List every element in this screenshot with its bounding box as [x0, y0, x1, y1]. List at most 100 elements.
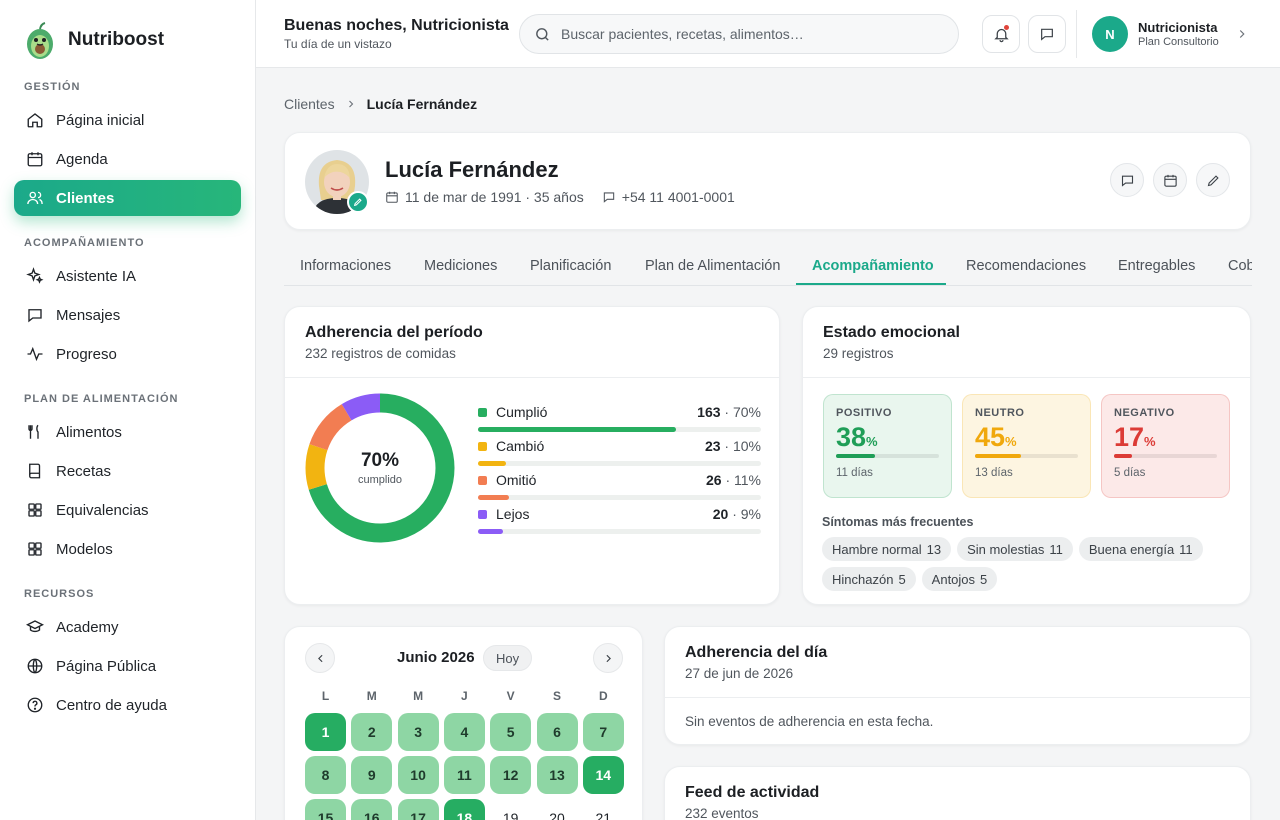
sidebar-item-agenda[interactable]: Agenda — [14, 141, 241, 177]
tab-acompanamiento[interactable]: Acompañamiento — [812, 258, 934, 274]
calendar-day[interactable]: 12 — [490, 756, 532, 794]
calendar-day[interactable]: 2 — [351, 713, 393, 751]
calendar-day[interactable]: 15 — [305, 799, 346, 820]
calendar-day[interactable]: 8 — [305, 756, 346, 794]
calendar-day[interactable]: 14 — [582, 756, 624, 794]
tab-recomendaciones[interactable]: Recomendaciones — [966, 258, 1087, 274]
search-icon — [536, 27, 549, 41]
schedule-button[interactable] — [1153, 163, 1187, 197]
calendar-day[interactable]: 21 — [595, 810, 612, 820]
calendar-day[interactable]: 7 — [582, 713, 624, 751]
legend-row: Omitió 26 · 11% — [478, 471, 761, 500]
symptom-chip[interactable]: Sin molestias 11 — [957, 537, 1073, 561]
calendar-icon — [27, 152, 43, 167]
help-circle-icon — [27, 697, 43, 713]
calendar-day[interactable]: 19 — [502, 810, 519, 820]
symptom-chip[interactable]: Buena energía 11 — [1078, 537, 1203, 561]
activity-feed-card: Feed de actividad 232 eventos — [664, 766, 1251, 820]
card-divider — [285, 377, 779, 378]
emotional-state-card: Estado emocional 29 registros POSITIVO 38… — [802, 306, 1251, 605]
symptom-name: Buena energía — [1088, 541, 1175, 557]
sidebar-item-centro-de-ayuda[interactable]: Centro de ayuda — [14, 687, 241, 723]
search-input[interactable] — [561, 26, 941, 42]
patient-phone: +54 11 4001-0001 — [621, 189, 735, 205]
card-divider — [803, 377, 1250, 378]
sidebar-item-equivalencias[interactable]: Equivalencias — [14, 492, 241, 528]
patient-tabs: Informaciones Mediciones Planificación P… — [284, 250, 1252, 286]
message-icon — [1121, 175, 1133, 187]
sidebar-item-label: Academy — [56, 618, 119, 636]
nav-section-acompanamiento: ACOMPAÑAMIENTO — [24, 237, 145, 249]
weekday-label: D — [598, 689, 608, 703]
emotion-percent: 17% — [1114, 422, 1156, 452]
sidebar-item-label: Progreso — [56, 345, 117, 363]
patient-meta: 11 de mar de 1991 · 35 años +54 11 4001-… — [385, 189, 735, 205]
calendar-day[interactable]: 13 — [536, 756, 578, 794]
calendar-day[interactable]: 16 — [351, 799, 393, 820]
symptom-chip[interactable]: Antojos 5 — [921, 567, 998, 591]
donut-slice-cambió — [305, 393, 455, 543]
sidebar-item-progreso[interactable]: Progreso — [14, 336, 241, 372]
symptom-name: Sin molestias — [967, 541, 1045, 557]
legend-value: 26 · 11% — [705, 472, 761, 488]
sidebar-item-label: Equivalencias — [56, 501, 149, 519]
today-button[interactable]: Hoy — [483, 645, 533, 671]
tab-planificacion[interactable]: Planificación — [530, 258, 612, 274]
chevron-right-icon — [348, 100, 353, 108]
sidebar-item-asistente-ia[interactable]: Asistente IA — [14, 258, 241, 294]
legend-row: Cambió 23 · 10% — [478, 437, 761, 466]
sidebar-item-mensajes[interactable]: Mensajes — [14, 297, 241, 333]
calendar-day[interactable]: 10 — [397, 756, 439, 794]
sidebar-item-academy[interactable]: Academy — [14, 609, 241, 645]
brand[interactable]: Nutriboost — [24, 20, 164, 60]
calendar-day[interactable]: 17 — [397, 799, 439, 820]
emotion-box-neutro: NEUTRO 45% 13 días — [962, 394, 1091, 498]
calendar-day[interactable]: 11 — [443, 756, 485, 794]
chevron-right-icon — [1239, 30, 1245, 38]
symptom-chip[interactable]: Hinchazón 5 — [822, 567, 916, 591]
calendar-day[interactable]: 1 — [305, 713, 346, 751]
weekday-label: M — [413, 689, 424, 703]
next-month-button[interactable] — [593, 643, 623, 673]
sidebar-item-clientes[interactable]: Clientes — [14, 180, 241, 216]
breadcrumb-parent[interactable]: Clientes — [284, 96, 335, 112]
user-menu[interactable]: N Nutricionista Plan Consultorio — [1092, 16, 1249, 52]
users-icon — [27, 191, 43, 205]
sidebar-item-pagina-publica[interactable]: Página Pública — [14, 648, 241, 684]
calendar-day[interactable]: 20 — [549, 810, 565, 820]
emotion-box-negativo: NEGATIVO 17% 5 días — [1101, 394, 1230, 498]
home-icon — [27, 113, 43, 128]
calendar-day[interactable]: 5 — [490, 713, 532, 751]
sidebar-item-pagina-inicial[interactable]: Página inicial — [14, 102, 241, 138]
legend-bar-track — [478, 495, 761, 500]
calendar-day[interactable]: 6 — [536, 713, 578, 751]
prev-month-button[interactable] — [305, 643, 335, 673]
emotion-label: NEGATIVO — [1114, 407, 1175, 419]
edit-photo-button[interactable] — [347, 191, 369, 213]
weekday-label: V — [506, 689, 515, 703]
adherence-subtitle: 232 registros de comidas — [305, 346, 456, 361]
book-icon — [29, 463, 41, 479]
tab-mediciones[interactable]: Mediciones — [424, 258, 498, 274]
topbar: Buenas noches, Nutricionista Tu día de u… — [256, 0, 1280, 68]
user-name: Nutricionista — [1138, 20, 1218, 35]
tab-plan-de-alimentacion[interactable]: Plan de Alimentación — [645, 258, 781, 274]
calendar-day[interactable]: 4 — [443, 713, 485, 751]
messages-button[interactable] — [1028, 15, 1066, 53]
search-bar[interactable] — [519, 14, 959, 54]
message-patient-button[interactable] — [1110, 163, 1144, 197]
symptom-name: Hambre normal — [832, 541, 922, 557]
tab-informaciones[interactable]: Informaciones — [300, 258, 392, 274]
tab-cobros[interactable]: Cob — [1228, 258, 1252, 274]
donut-center: 70% cumplido — [305, 393, 455, 543]
calendar-day[interactable]: 18 — [443, 799, 485, 820]
sidebar-item-alimentos[interactable]: Alimentos — [14, 414, 241, 450]
notifications-button[interactable] — [982, 15, 1020, 53]
tab-entregables[interactable]: Entregables — [1118, 258, 1196, 274]
edit-patient-button[interactable] — [1196, 163, 1230, 197]
sidebar-item-recetas[interactable]: Recetas — [14, 453, 241, 489]
calendar-day[interactable]: 3 — [397, 713, 439, 751]
symptom-chip[interactable]: Hambre normal 13 — [822, 537, 952, 561]
calendar-day[interactable]: 9 — [351, 756, 393, 794]
sidebar-item-modelos[interactable]: Modelos — [14, 531, 241, 567]
